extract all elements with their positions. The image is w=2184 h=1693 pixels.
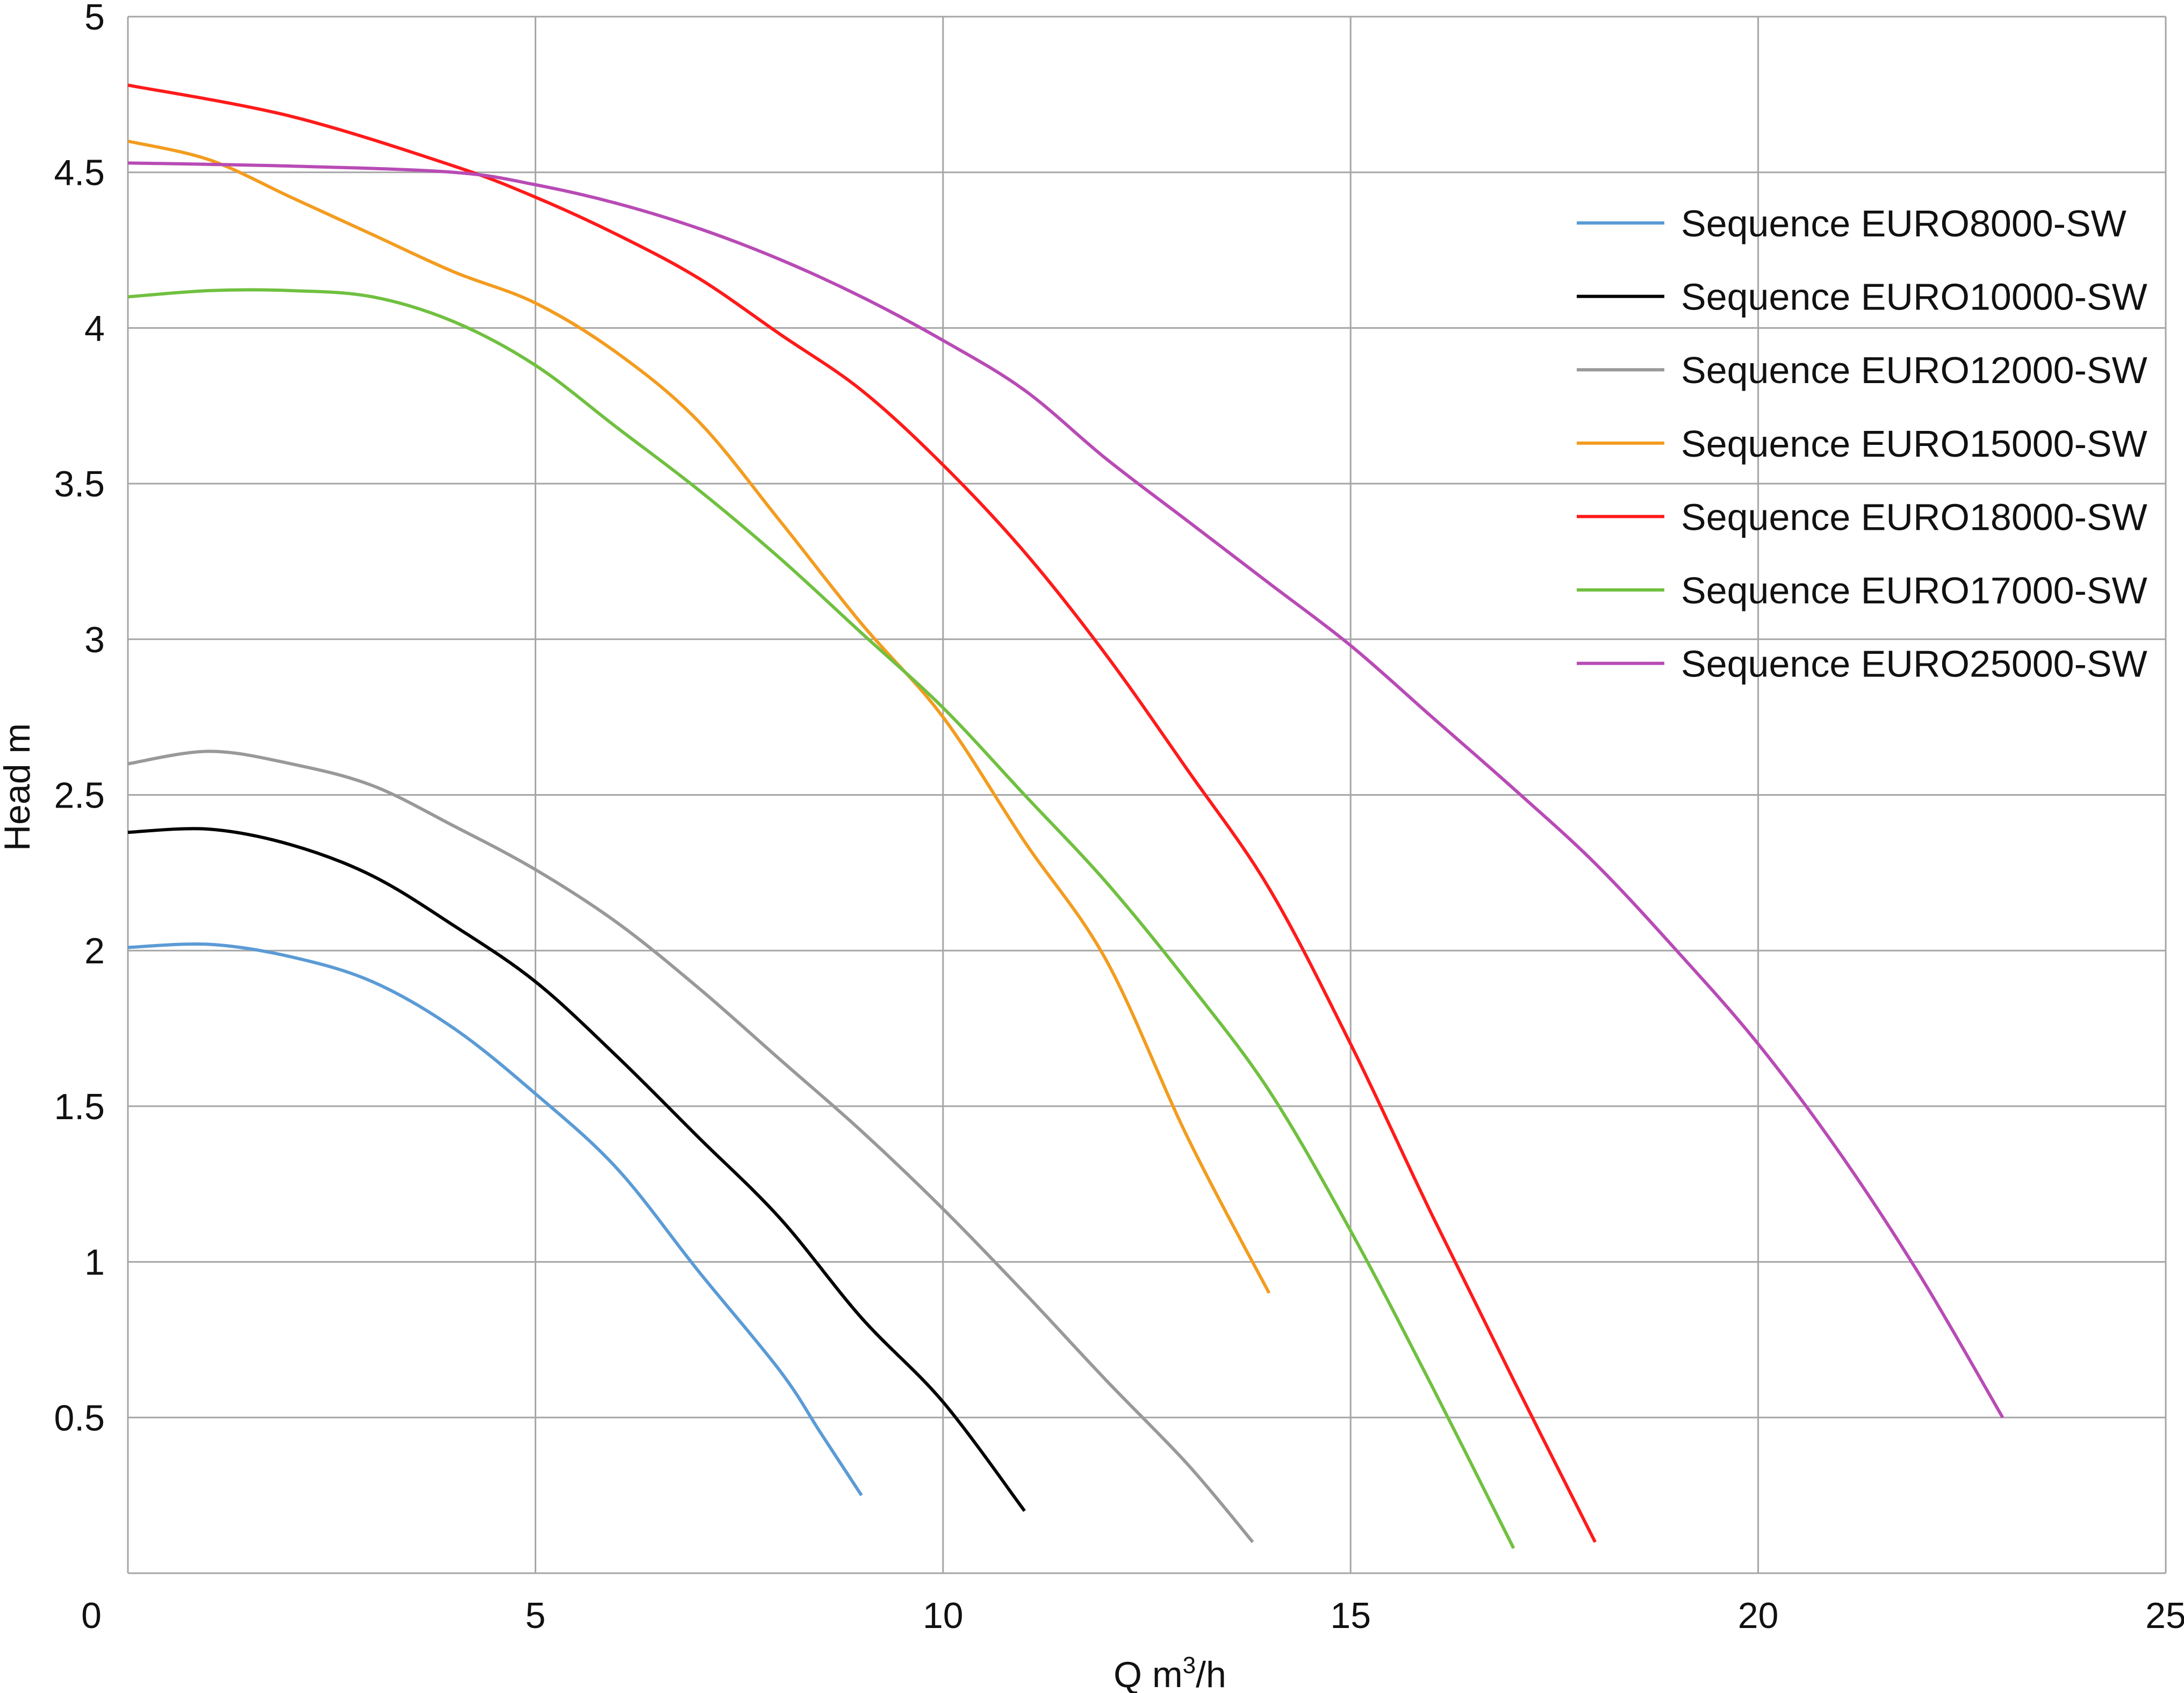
series-line-sequence-euro10000-sw <box>127 827 1026 1512</box>
x-tick-label: 0 <box>81 1595 102 1636</box>
series-group <box>127 83 2005 1549</box>
y-tick-labels: 0.5 1 1.5 2 2.5 3 3.5 4 4.5 5 <box>54 0 105 1438</box>
x-tick-labels: 0 5 10 15 20 25 <box>81 1595 2184 1636</box>
y-tick-label: 3.5 <box>54 464 105 505</box>
y-tick-label: 1 <box>84 1242 105 1283</box>
legend-label: Sequence EURO17000-SW <box>1681 570 2147 611</box>
x-tick-label: 15 <box>1330 1595 1371 1636</box>
x-axis-label-superscript: 3 <box>1183 1652 1196 1678</box>
y-tick-label: 0.5 <box>54 1397 105 1438</box>
x-axis-label-suffix: /h <box>1196 1654 1226 1693</box>
series-line-sequence-euro18000-sw <box>127 83 1597 1543</box>
series-line-sequence-euro15000-sw <box>127 139 1271 1294</box>
y-tick-label: 2 <box>84 931 105 971</box>
y-tick-label: 4.5 <box>54 153 105 193</box>
y-tick-label: 4 <box>84 308 105 349</box>
y-axis-label: Head m <box>0 723 38 851</box>
legend-label: Sequence EURO10000-SW <box>1681 276 2147 318</box>
series-line-sequence-euro25000-sw <box>127 161 2005 1418</box>
legend: Sequence EURO8000-SW Sequence EURO10000-S… <box>1577 203 2147 685</box>
x-tick-label: 5 <box>525 1595 545 1636</box>
y-tick-label: 2.5 <box>54 775 105 816</box>
series-line-sequence-euro17000-sw <box>127 288 1515 1549</box>
legend-label: Sequence EURO15000-SW <box>1681 423 2147 465</box>
y-tick-label: 1.5 <box>54 1086 105 1127</box>
legend-label: Sequence EURO25000-SW <box>1681 643 2147 685</box>
series-line-sequence-euro8000-sw <box>127 942 863 1496</box>
y-tick-label: 3 <box>84 619 105 660</box>
legend-label: Sequence EURO12000-SW <box>1681 349 2147 391</box>
x-tick-label: 10 <box>923 1595 964 1636</box>
legend-label: Sequence EURO18000-SW <box>1681 496 2147 538</box>
x-axis-label: Q m3/h <box>1113 1652 1226 1693</box>
y-tick-label: 5 <box>84 0 105 38</box>
x-tick-label: 25 <box>2145 1595 2184 1636</box>
grid <box>127 16 2167 1574</box>
series-line-sequence-euro12000-sw <box>127 750 1254 1543</box>
legend-label: Sequence EURO8000-SW <box>1681 203 2126 244</box>
x-tick-label: 20 <box>1738 1595 1779 1636</box>
